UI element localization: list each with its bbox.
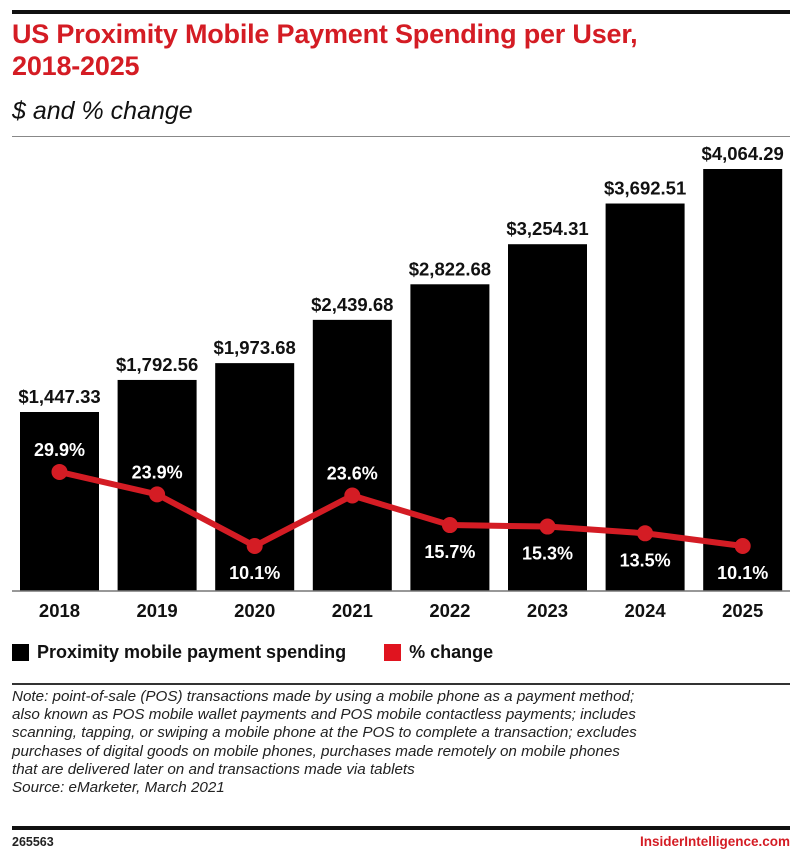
x-tick-label-2022: 2022	[429, 600, 470, 621]
percent-label-2025: 10.1%	[717, 563, 768, 583]
x-tick-labels: 2018 2019 2020 2021 2022 2023 2024 2025	[39, 600, 763, 621]
bottom-rule	[12, 826, 790, 830]
bar-2020	[215, 363, 295, 591]
percent-label-2018: 29.9%	[34, 440, 85, 460]
x-tick-label-2023: 2023	[527, 600, 568, 621]
legend-label-change: % change	[409, 641, 494, 662]
bar-value-label-2023: $3,254.31	[506, 218, 588, 239]
note-line: also known as POS mobile wallet payments…	[12, 706, 636, 724]
percent-change-line	[51, 463, 751, 554]
legend: Proximity mobile payment spending % chan…	[12, 640, 531, 664]
bar-2018	[20, 412, 99, 591]
bar-value-label-2019: $1,792.56	[116, 354, 198, 375]
chart-note: Note: point-of-sale (POS) transactions m…	[12, 688, 797, 797]
bar-value-labels: $1,447.33 $1,792.56 $1,973.68 $2,439.68 $2,8…	[18, 143, 784, 407]
x-tick-label-2025: 2025	[722, 600, 763, 621]
source-line: Source: eMarketer, March 2021	[12, 779, 225, 797]
bar-value-label-2022: $2,822.68	[409, 258, 491, 279]
percent-point-2018	[51, 463, 68, 480]
brand-link[interactable]: InsiderIntelligence.com	[639, 834, 790, 849]
bar-2025	[703, 169, 783, 591]
note-line: scanning, tapping, or swiping a mobile p…	[12, 724, 637, 742]
percent-label-2019: 23.9%	[132, 462, 183, 482]
chart-plot: $1,447.33 $1,792.56 $1,973.68 $2,439.68 $2,8…	[12, 143, 790, 621]
subtitle-rule	[12, 136, 790, 137]
bar-value-label-2024: $3,692.51	[604, 178, 686, 199]
percent-label-2022: 15.7%	[424, 542, 475, 562]
bar-value-label-2020: $1,973.68	[214, 337, 296, 358]
percent-label-2023: 15.3%	[522, 544, 573, 564]
bars-layer	[20, 169, 783, 591]
legend-item-change: % change	[384, 642, 493, 663]
bar-2022	[410, 284, 490, 591]
percent-point-2021	[344, 487, 361, 504]
percent-label-2020: 10.1%	[229, 563, 280, 583]
percent-labels: 29.9% 23.9% 10.1% 23.6% 15.7% 15.3% 13.5% 10.1%	[34, 440, 768, 583]
legend-item-spending: Proximity mobile payment spending	[12, 642, 346, 663]
note-line: that are delivered later on and transact…	[12, 760, 415, 778]
top-rule	[12, 10, 790, 14]
percent-point-2022	[441, 517, 458, 534]
title-line-1: US Proximity Mobile Payment Spending per…	[12, 19, 638, 49]
legend-swatch-red	[384, 643, 402, 661]
percent-point-2023	[539, 518, 556, 535]
legend-swatch-black	[12, 643, 29, 661]
x-tick-label-2018: 2018	[39, 600, 80, 621]
percent-point-2019	[149, 486, 166, 503]
x-tick-label-2019: 2019	[137, 600, 178, 621]
legend-label-spending: Proximity mobile payment spending	[37, 641, 347, 662]
bar-value-label-2021: $2,439.68	[311, 294, 393, 315]
percent-change-polyline	[58, 469, 744, 549]
x-tick-label-2020: 2020	[234, 600, 275, 621]
x-tick-label-2021: 2021	[332, 600, 373, 621]
note-line: Note: point-of-sale (POS) transactions m…	[12, 688, 635, 705]
percent-point-2024	[637, 525, 654, 542]
note-line: purchases of digital goods on mobile pho…	[12, 742, 620, 760]
percent-label-2024: 13.5%	[620, 550, 671, 570]
title-line-2: 2018-2025	[12, 51, 140, 81]
chart-id: 265563	[12, 835, 54, 849]
percent-point-2020	[246, 538, 263, 554]
bar-2023	[508, 244, 587, 591]
bar-value-label-2025: $4,064.29	[702, 143, 784, 164]
percent-label-2021: 23.6%	[327, 464, 378, 484]
x-tick-label-2024: 2024	[625, 600, 667, 621]
chart-subtitle: $ and % change	[12, 97, 193, 125]
bar-2021	[312, 319, 392, 591]
chart-title: US Proximity Mobile Payment Spending per…	[12, 18, 792, 82]
bar-value-label-2018: $1,447.33	[18, 386, 100, 407]
note-rule	[12, 683, 790, 685]
percent-point-2025	[734, 538, 751, 554]
